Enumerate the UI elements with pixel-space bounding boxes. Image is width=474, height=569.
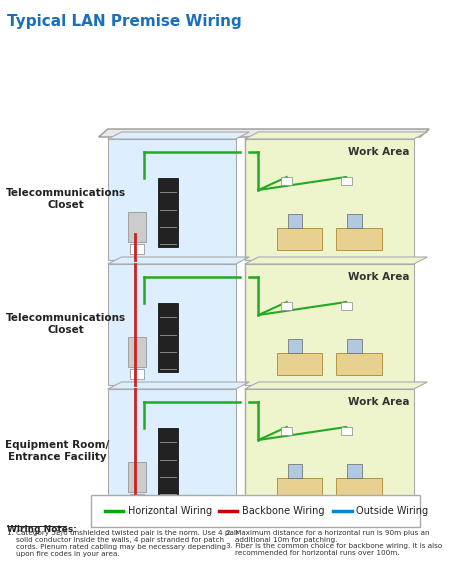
Text: Backbone Wiring: Backbone Wiring xyxy=(242,506,325,516)
FancyBboxPatch shape xyxy=(128,337,146,367)
FancyBboxPatch shape xyxy=(277,228,322,250)
FancyBboxPatch shape xyxy=(277,478,322,500)
Text: Telecommunications
Closet: Telecommunications Closet xyxy=(6,313,126,335)
FancyBboxPatch shape xyxy=(288,214,302,228)
Polygon shape xyxy=(108,257,249,264)
Text: Wiring Notes:: Wiring Notes: xyxy=(7,525,77,534)
FancyBboxPatch shape xyxy=(288,339,302,353)
FancyBboxPatch shape xyxy=(245,389,414,510)
Text: Work Area: Work Area xyxy=(347,147,409,157)
FancyBboxPatch shape xyxy=(130,244,144,254)
FancyBboxPatch shape xyxy=(108,139,236,260)
Polygon shape xyxy=(108,382,249,389)
FancyBboxPatch shape xyxy=(281,177,292,185)
FancyBboxPatch shape xyxy=(288,464,302,478)
FancyBboxPatch shape xyxy=(108,389,236,510)
FancyBboxPatch shape xyxy=(341,427,352,435)
Text: 3. Fiber is the common choice for backbone wiring. It is also
    recommended fo: 3. Fiber is the common choice for backbo… xyxy=(227,543,443,556)
FancyBboxPatch shape xyxy=(245,139,414,260)
FancyBboxPatch shape xyxy=(128,462,146,492)
FancyBboxPatch shape xyxy=(281,427,292,435)
Text: Work Area: Work Area xyxy=(347,397,409,407)
FancyBboxPatch shape xyxy=(347,339,362,353)
FancyBboxPatch shape xyxy=(130,369,144,379)
FancyBboxPatch shape xyxy=(336,478,382,500)
Polygon shape xyxy=(245,257,428,264)
Polygon shape xyxy=(245,382,428,389)
FancyBboxPatch shape xyxy=(158,428,178,497)
FancyBboxPatch shape xyxy=(347,214,362,228)
Polygon shape xyxy=(99,129,429,137)
FancyBboxPatch shape xyxy=(277,353,322,375)
FancyBboxPatch shape xyxy=(281,302,292,310)
FancyBboxPatch shape xyxy=(347,464,362,478)
FancyBboxPatch shape xyxy=(158,178,178,247)
FancyBboxPatch shape xyxy=(128,212,146,242)
FancyBboxPatch shape xyxy=(130,494,144,504)
FancyBboxPatch shape xyxy=(336,228,382,250)
FancyBboxPatch shape xyxy=(336,353,382,375)
Text: 1. Category 5E/6 unshielded twisted pair is the norm. Use 4 pair
    solid condu: 1. Category 5E/6 unshielded twisted pair… xyxy=(7,530,239,557)
Text: Equipment Room/
Entrance Facility: Equipment Room/ Entrance Facility xyxy=(6,440,109,462)
FancyBboxPatch shape xyxy=(245,264,414,385)
Text: Outside Wiring: Outside Wiring xyxy=(356,506,428,516)
Text: Horizontal Wiring: Horizontal Wiring xyxy=(128,506,212,516)
Text: Typical LAN Premise Wiring: Typical LAN Premise Wiring xyxy=(7,14,242,29)
FancyBboxPatch shape xyxy=(108,264,236,385)
FancyBboxPatch shape xyxy=(341,302,352,310)
Text: Telecommunications
Closet: Telecommunications Closet xyxy=(6,188,126,210)
Text: Work Area: Work Area xyxy=(347,272,409,282)
Polygon shape xyxy=(245,132,428,139)
Polygon shape xyxy=(108,132,249,139)
FancyBboxPatch shape xyxy=(158,303,178,372)
FancyBboxPatch shape xyxy=(341,177,352,185)
FancyBboxPatch shape xyxy=(91,495,420,527)
Text: 2. Maximum distance for a horizontal run is 90m plus an
    additional 10m for p: 2. Maximum distance for a horizontal run… xyxy=(227,530,430,543)
